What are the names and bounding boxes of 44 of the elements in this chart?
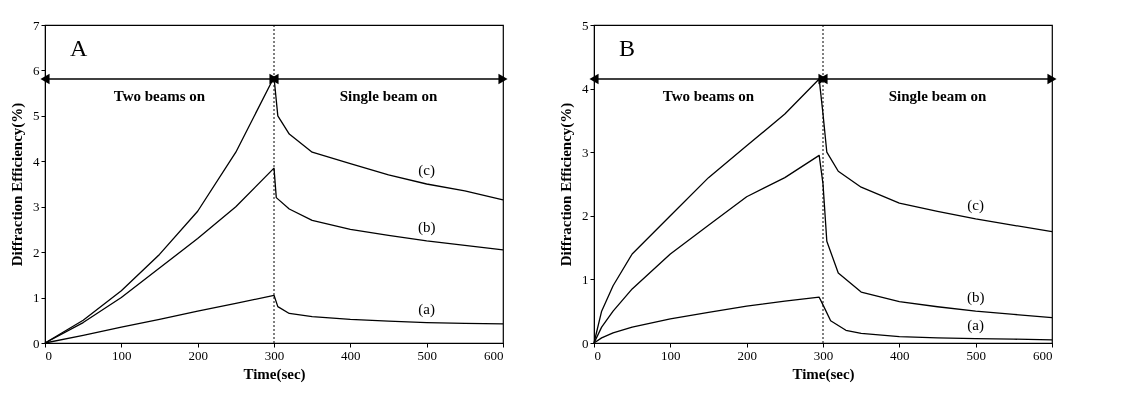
series-label: (c) xyxy=(418,162,435,179)
x-tick-label: 600 xyxy=(1033,347,1053,363)
x-tick-label: 300 xyxy=(813,347,834,363)
x-tick-label: 500 xyxy=(417,347,437,363)
x-tick-label: 500 xyxy=(966,347,986,363)
y-tick-label: 5 xyxy=(33,108,40,124)
y-tick-label: 1 xyxy=(33,290,40,306)
series-label: (c) xyxy=(967,196,984,214)
x-tick-label: 400 xyxy=(341,347,361,363)
x-tick-label: 100 xyxy=(112,347,132,363)
series-label: (a) xyxy=(418,300,435,318)
x-tick-label: 200 xyxy=(737,347,757,363)
y-axis-title: Diffraction Efficiency(%) xyxy=(9,102,26,267)
x-axis-title: Time(sec) xyxy=(243,365,306,383)
y-tick-label: 7 xyxy=(33,17,40,33)
x-tick-label: 300 xyxy=(264,347,285,363)
annotation: Two beams on xyxy=(662,88,755,105)
chart-title: A xyxy=(70,35,88,61)
y-tick-label: 4 xyxy=(582,81,589,97)
annotation: Two beams on xyxy=(113,88,206,105)
series-label: (a) xyxy=(967,316,984,334)
x-tick-label: 0 xyxy=(594,347,601,363)
series-label: (b) xyxy=(417,218,436,236)
y-tick-label: 0 xyxy=(33,335,40,351)
y-tick-label: 5 xyxy=(582,17,589,33)
y-tick-label: 2 xyxy=(582,208,589,224)
annotation: Single beam on xyxy=(339,88,438,105)
y-tick-label: 6 xyxy=(33,62,40,78)
x-tick-label: 0 xyxy=(45,347,52,363)
annotation: Single beam on xyxy=(888,88,987,105)
x-tick-label: 400 xyxy=(890,347,910,363)
x-tick-label: 100 xyxy=(661,347,681,363)
x-axis-title: Time(sec) xyxy=(792,365,855,383)
y-tick-label: 3 xyxy=(582,144,589,160)
y-tick-label: 3 xyxy=(33,199,40,215)
x-tick-label: 200 xyxy=(188,347,208,363)
x-tick-label: 600 xyxy=(484,347,504,363)
y-tick-label: 1 xyxy=(582,271,589,287)
y-tick-label: 0 xyxy=(582,335,589,351)
y-tick-label: 2 xyxy=(33,244,40,260)
y-tick-label: 4 xyxy=(33,153,40,169)
chart-title: B xyxy=(619,35,636,61)
series-label: (b) xyxy=(966,289,985,307)
y-axis-title: Diffraction Efficiency(%) xyxy=(558,102,575,267)
